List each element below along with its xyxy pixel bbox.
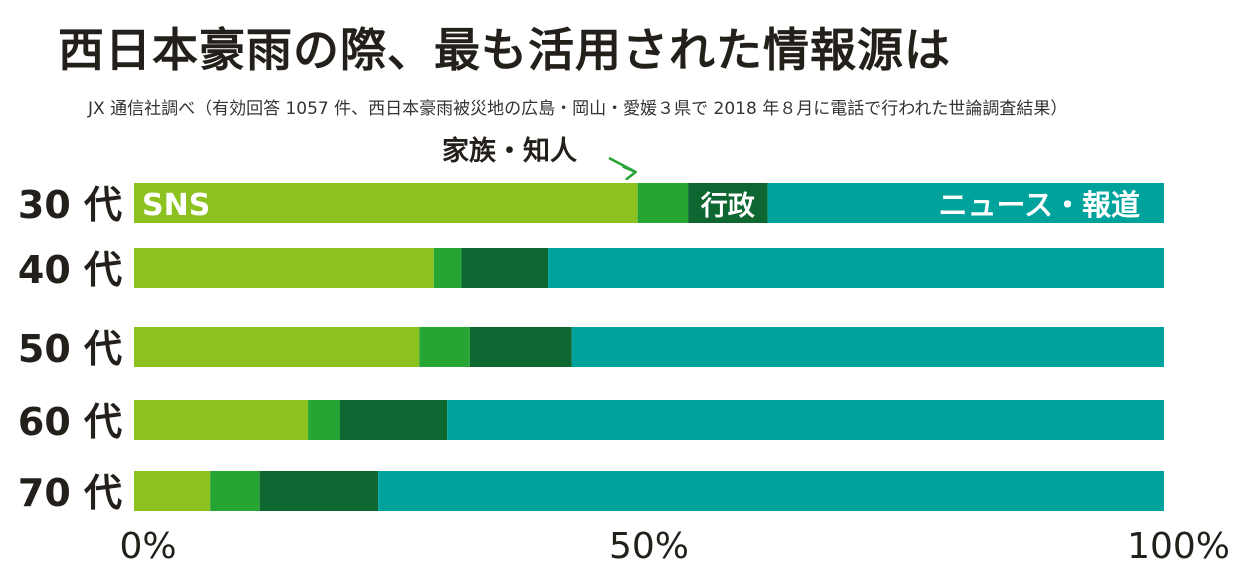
bar-segment-2-3 [461, 248, 549, 288]
bar-segment-2-1 [134, 248, 434, 288]
family-arrow-head [622, 165, 637, 181]
bar-segment-2-2 [433, 248, 462, 288]
x-tick-label-2: 50% [609, 526, 689, 567]
bar-segment-1-4 [767, 183, 1164, 223]
bar-segment-3-1 [134, 327, 420, 367]
category-label-1: 30 代 [18, 183, 122, 227]
series-label-family: 家族・知人 [442, 135, 577, 167]
bar-segment-1-2 [637, 183, 689, 223]
bar-segment-3-3 [469, 327, 572, 367]
bar-segment-4-4 [447, 400, 1164, 440]
category-label-3: 50 代 [18, 327, 122, 371]
category-label-2: 40 代 [18, 248, 122, 292]
bar-segment-2-4 [548, 248, 1164, 288]
bar-segment-5-2 [210, 471, 260, 511]
category-label-4: 60 代 [18, 400, 122, 444]
chart-subtitle: JX 通信社調べ（有効回答 1057 件、西日本豪雨被災地の広島・岡山・愛媛３県… [88, 99, 1068, 119]
bar-segment-4-3 [340, 400, 448, 440]
bar-segment-5-3 [259, 471, 379, 511]
bar-segment-1-1 [134, 183, 638, 223]
bar-segment-5-4 [378, 471, 1164, 511]
x-tick-label-3: 100% [1127, 526, 1230, 567]
bar-segment-3-4 [571, 327, 1164, 367]
bar-segment-3-2 [419, 327, 470, 367]
series-label-gyosei: 行政 [700, 190, 755, 222]
series-label-news: ニュース・報道 [938, 188, 1140, 222]
bar-segment-4-2 [308, 400, 340, 440]
x-tick-label-1: 0% [119, 526, 176, 567]
bar-segment-5-1 [134, 471, 211, 511]
series-label-sns: SNS [142, 188, 210, 223]
chart-title: 西日本豪雨の際、最も活用された情報源は [58, 23, 951, 77]
bar-segment-4-1 [134, 400, 309, 440]
bar-segment-1-3 [688, 183, 768, 223]
category-label-5: 70 代 [18, 471, 122, 515]
